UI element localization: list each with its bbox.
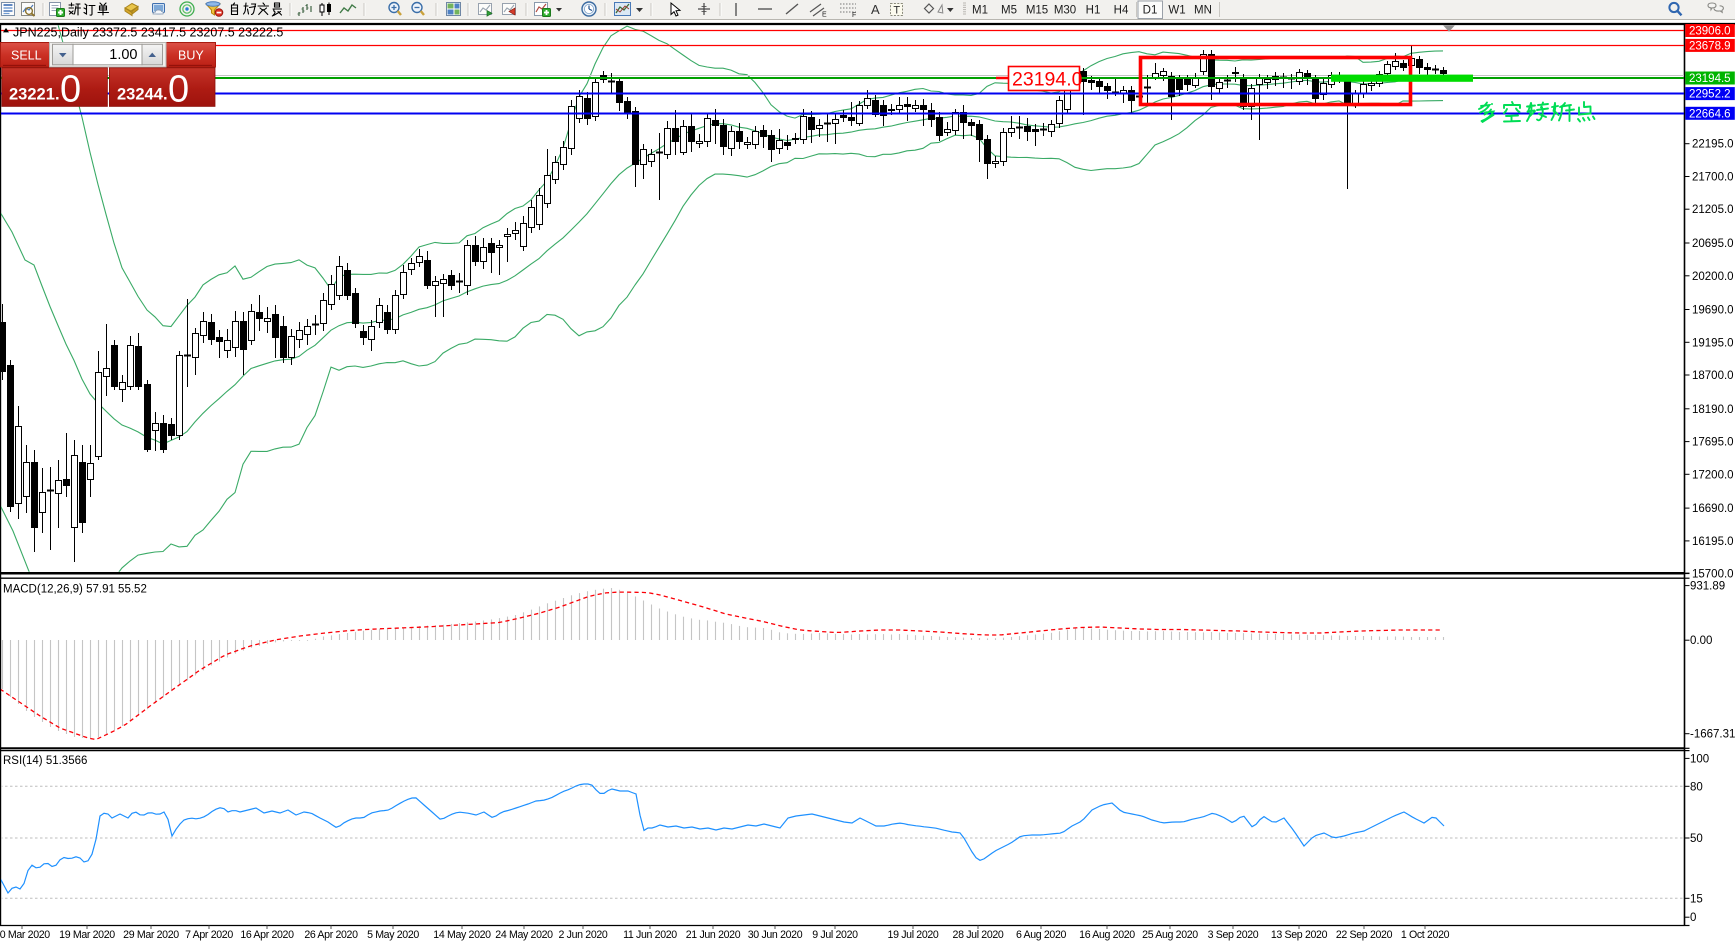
svg-text:21 Jun 2020: 21 Jun 2020 [686,929,741,941]
svg-text:29 Mar 2020: 29 Mar 2020 [123,929,179,941]
svg-text:W1: W1 [1168,5,1185,17]
svg-text:30 Jun 2020: 30 Jun 2020 [748,929,803,941]
svg-text:21700.0: 21700.0 [1692,172,1734,184]
svg-text:22952.2: 22952.2 [1689,89,1731,101]
svg-text:16195.0: 16195.0 [1692,536,1734,548]
svg-text:100: 100 [1690,753,1709,765]
svg-text:MN: MN [1194,5,1212,17]
svg-text:0: 0 [168,69,189,111]
svg-text:H4: H4 [1114,5,1129,17]
svg-text:28 Jul 2020: 28 Jul 2020 [953,929,1004,941]
svg-text:JPN225,Daily 23372.5 23417.5: JPN225,Daily 23372.5 23417.5 23207.5 232… [13,25,283,39]
svg-text:23194.0: 23194.0 [1012,69,1083,91]
svg-text:931.89: 931.89 [1690,581,1725,593]
svg-text:19195.0: 19195.0 [1692,337,1734,349]
svg-text:13 Sep 2020: 13 Sep 2020 [1271,929,1328,941]
svg-text:0.00: 0.00 [1690,635,1712,647]
svg-text:20695.0: 20695.0 [1692,238,1734,250]
svg-text:14 May 2020: 14 May 2020 [433,929,491,941]
svg-text:1 Oct 2020: 1 Oct 2020 [1401,929,1450,941]
svg-text:H1: H1 [1086,5,1101,17]
svg-text:M5: M5 [1001,5,1017,17]
svg-text:80: 80 [1690,781,1703,793]
svg-text:5 May 2020: 5 May 2020 [367,929,419,941]
svg-text:11 Jun 2020: 11 Jun 2020 [623,929,677,941]
svg-text:17695.0: 17695.0 [1692,437,1734,449]
svg-text:25 Aug 2020: 25 Aug 2020 [1142,929,1198,941]
svg-text:18190.0: 18190.0 [1692,404,1734,416]
svg-text:23678.9: 23678.9 [1689,40,1731,52]
svg-text:16690.0: 16690.0 [1692,503,1734,515]
svg-text:6 Aug 2020: 6 Aug 2020 [1016,929,1067,941]
svg-text:0: 0 [1690,912,1696,924]
svg-text:22664.6: 22664.6 [1689,108,1731,120]
svg-text:15700.0: 15700.0 [1692,569,1734,581]
svg-text:.: . [55,86,60,104]
svg-text:-1667.31: -1667.31 [1690,729,1735,741]
svg-text:M15: M15 [1026,5,1048,17]
svg-text:21205.0: 21205.0 [1692,204,1734,216]
svg-text:1.00: 1.00 [109,47,137,63]
svg-text:E: E [822,12,827,19]
svg-text:A: A [871,2,880,17]
svg-text:SELL: SELL [11,49,42,63]
svg-text:23221: 23221 [9,86,55,104]
svg-text:19 Mar 2020: 19 Mar 2020 [59,929,115,941]
svg-text:18700.0: 18700.0 [1692,370,1734,382]
svg-text:15: 15 [1690,893,1703,905]
svg-text:17200.0: 17200.0 [1692,469,1734,481]
svg-text:19690.0: 19690.0 [1692,305,1734,317]
svg-text:7 Apr 2020: 7 Apr 2020 [185,929,233,941]
svg-text:2 Jun 2020: 2 Jun 2020 [559,929,608,941]
svg-text:T: T [893,5,900,17]
svg-text:23244: 23244 [117,86,164,104]
svg-text:0: 0 [60,69,81,111]
svg-text:22 Sep 2020: 22 Sep 2020 [1336,929,1393,941]
svg-text:23906.0: 23906.0 [1689,26,1731,38]
svg-text:M30: M30 [1054,5,1076,17]
svg-text:9 Jul 2020: 9 Jul 2020 [812,929,858,941]
svg-text:22195.0: 22195.0 [1692,139,1734,151]
svg-text:3 Sep 2020: 3 Sep 2020 [1208,929,1259,941]
svg-text:F: F [852,12,856,19]
svg-text:RSI(14) 51.3566: RSI(14) 51.3566 [3,755,87,767]
svg-text:24 May 2020: 24 May 2020 [495,929,553,941]
svg-text:10 Mar 2020: 10 Mar 2020 [0,929,50,941]
svg-text:M1: M1 [972,5,988,17]
svg-text:BUY: BUY [178,49,204,63]
svg-text:16 Aug 2020: 16 Aug 2020 [1079,929,1135,941]
svg-text:19 Jul 2020: 19 Jul 2020 [888,929,939,941]
svg-text:16 Apr 2020: 16 Apr 2020 [240,929,294,941]
svg-text:50: 50 [1690,833,1703,845]
svg-text:23194.5: 23194.5 [1689,73,1731,85]
svg-text:.: . [163,86,168,104]
svg-text:MACD(12,26,9) 57.91 55.52: MACD(12,26,9) 57.91 55.52 [3,584,147,596]
svg-text:20200.0: 20200.0 [1692,271,1734,283]
svg-text:D1: D1 [1143,5,1158,17]
svg-text:26 Apr 2020: 26 Apr 2020 [304,929,358,941]
